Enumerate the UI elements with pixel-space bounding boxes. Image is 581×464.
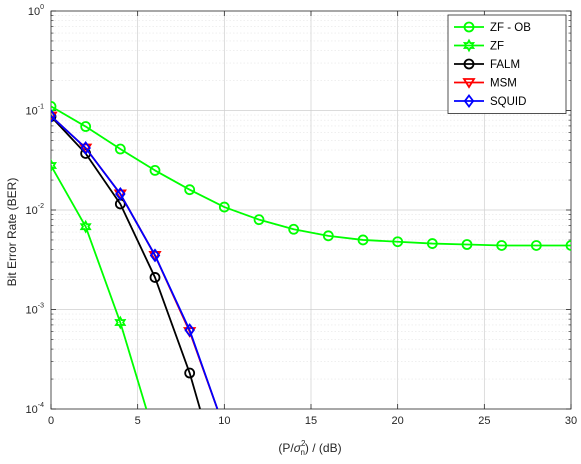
data-point-msm (79, 143, 93, 155)
legend-marker-msm (462, 78, 476, 89)
series-zf (51, 158, 148, 409)
data-point-squid (184, 323, 195, 338)
y-tick-label-base: 10 (26, 205, 38, 217)
data-point-zf-ob (357, 234, 369, 246)
legend-marker-zf-ob (463, 21, 475, 33)
data-point-squid (115, 186, 126, 201)
series-falm (51, 111, 201, 409)
legend-label-zf: ZF (490, 41, 504, 53)
legend-label-falm: FALM (490, 59, 520, 71)
series-line-msm (51, 115, 219, 409)
data-point-zf-ob (114, 143, 126, 155)
data-point-zf (114, 315, 127, 330)
legend: ZF - OB ZF FALM MSM SQUID (447, 14, 567, 114)
data-point-zf-ob (253, 214, 265, 226)
data-point-zf-ob (51, 100, 57, 112)
x-axis-title-sigma: σ (294, 441, 302, 455)
series-line-falm (51, 115, 201, 409)
data-point-msm (113, 189, 127, 201)
y-tick-label-base: 10 (26, 106, 38, 118)
x-tick-labels: 0 5 10 15 20 25 30 (48, 415, 577, 427)
y-tick-label: 10-2 (26, 203, 45, 217)
data-point-zf-ob (530, 240, 542, 251)
series-line-squid (51, 115, 219, 409)
x-axis-title-sup: 2 (301, 439, 306, 448)
legend-label-zf-ob: ZF - OB (490, 22, 531, 34)
y-tick-label: 100 (28, 4, 44, 18)
data-point-squid (149, 248, 161, 263)
data-point-falm (149, 272, 161, 283)
data-point-zf (51, 158, 58, 173)
data-point-zf-ob (322, 230, 334, 242)
legend-marker-zf (462, 38, 476, 53)
legend-marker-squid (463, 94, 475, 108)
series-lines (51, 100, 571, 409)
data-point-zf-ob (149, 165, 161, 176)
legend-marker-falm (463, 58, 475, 70)
data-point-squid (80, 140, 91, 155)
data-point-zf-ob (426, 238, 438, 249)
data-point-zf-ob (184, 184, 196, 196)
data-point-zf-ob (392, 236, 404, 248)
x-tick-label: 20 (392, 415, 404, 427)
data-point-zf-ob (218, 201, 230, 213)
series-squid (51, 109, 219, 409)
data-point-msm (51, 111, 58, 123)
x-tick-label: 0 (48, 415, 54, 427)
legend-label-squid: SQUID (490, 96, 526, 108)
y-tick-label-base: 10 (26, 404, 38, 416)
series-line-zf (51, 165, 148, 409)
y-tick-label: 10-4 (26, 402, 45, 416)
y-tick-label-exp: 0 (40, 4, 44, 11)
y-tick-label-exp: -1 (38, 104, 44, 111)
x-axis-title-sub: n (300, 448, 304, 457)
x-tick-label: 10 (218, 415, 230, 427)
x-axis-title-close: ) / (dB) (305, 441, 342, 455)
data-point-zf (79, 219, 92, 234)
data-point-zf-ob (496, 240, 508, 251)
y-tick-label: 10-1 (26, 104, 45, 118)
data-point-zf-ob (288, 223, 300, 235)
x-tick-label: 15 (305, 415, 317, 427)
y-tick-label-exp: -3 (38, 303, 44, 310)
data-point-zf-ob (565, 240, 571, 251)
y-tick-label: 10-3 (26, 303, 45, 317)
y-axis-title: Bit Error Rate (BER) (5, 178, 19, 287)
data-point-msm (148, 250, 162, 262)
data-point-zf-ob (461, 239, 473, 250)
data-point-falm (184, 367, 196, 379)
legend-label-msm: MSM (490, 78, 517, 90)
y-tick-label-base: 10 (26, 305, 38, 317)
x-axis-title-open: (P/ (278, 441, 294, 455)
y-tick-label-exp: -4 (38, 402, 44, 409)
data-point-zf-ob (80, 121, 92, 132)
y-tick-label-base: 10 (28, 6, 40, 18)
x-tick-label: 5 (135, 415, 141, 427)
x-tick-label: 25 (478, 415, 490, 427)
y-tick-label-exp: -2 (38, 203, 44, 210)
series-zf-ob (51, 100, 571, 251)
series-line-zf-ob (51, 105, 571, 247)
x-axis-title: (P/σ2 n) / (dB) (278, 439, 341, 457)
data-point-squid (51, 109, 57, 124)
x-tick-label: 30 (565, 415, 577, 427)
